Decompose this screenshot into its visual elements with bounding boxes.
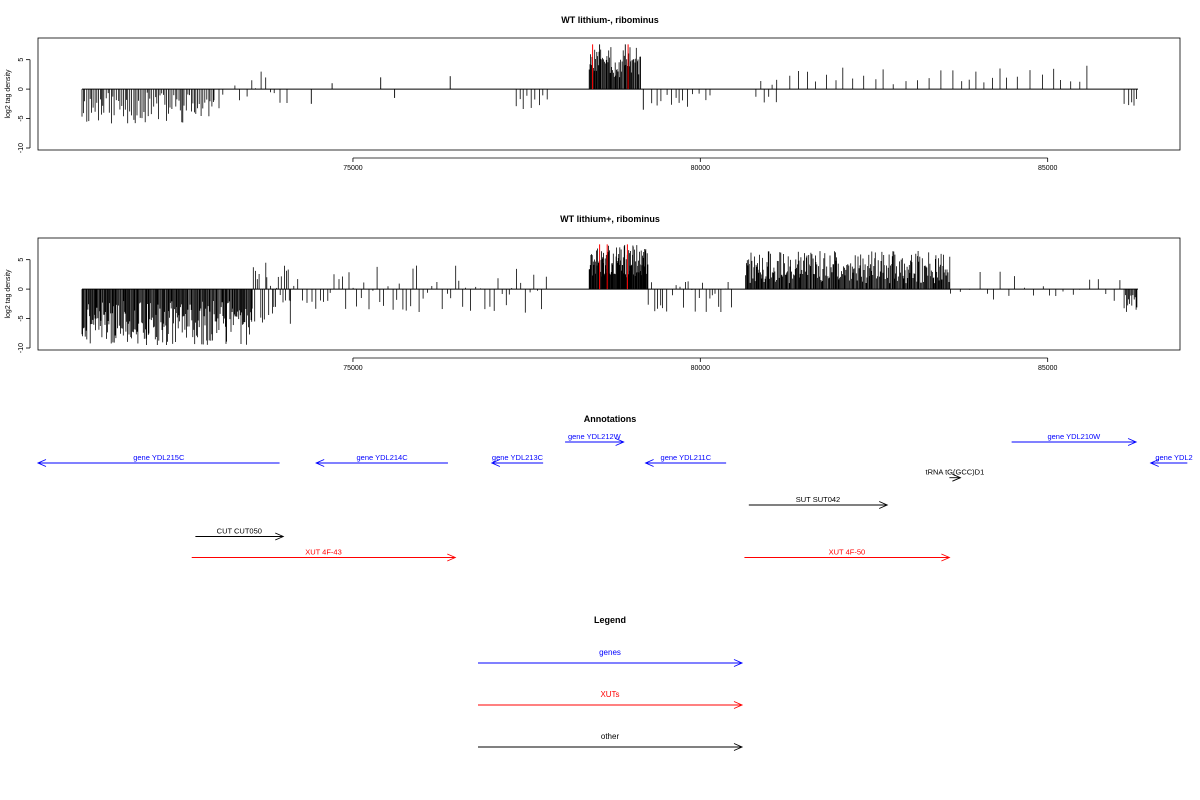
feature-label: SUT SUT042 xyxy=(796,495,840,504)
legend-label: other xyxy=(601,732,620,741)
y-tick-label: 5 xyxy=(18,258,25,262)
feature-label: tRNA tG(GCC)D1 xyxy=(926,468,985,477)
coverage-bars xyxy=(81,244,1138,346)
arrow-head xyxy=(733,659,744,667)
feature-xut: XUT 4F-50 xyxy=(744,548,951,562)
annotations-title: Annotations xyxy=(584,414,637,424)
feature-label: CUT CUT050 xyxy=(217,527,262,536)
feature-other: tRNA tG(GCC)D1 xyxy=(926,468,985,482)
feature-label: gene YDL212W xyxy=(568,432,622,441)
x-tick-label: 75000 xyxy=(343,365,363,372)
y-tick-label: 0 xyxy=(18,87,25,91)
feature-label: XUT 4F-43 xyxy=(305,548,342,557)
arrow-head xyxy=(615,438,625,446)
y-tick-label: -10 xyxy=(18,143,25,153)
legend-label: XUTs xyxy=(600,690,619,699)
arrow-head xyxy=(490,459,501,467)
arrow-head xyxy=(36,459,47,467)
arrow-head xyxy=(878,501,889,509)
y-axis-label: log2 tag density xyxy=(5,69,12,119)
coverage-bars xyxy=(81,44,1137,124)
y-tick-label: 0 xyxy=(18,287,25,291)
y-tick-label: -5 xyxy=(18,315,25,321)
feature-gene: gene YDL214C xyxy=(315,453,448,467)
feature-label: XUT 4F-50 xyxy=(829,548,866,557)
y-tick-label: 5 xyxy=(18,58,25,62)
arrow-head xyxy=(733,743,744,751)
arrow-head xyxy=(275,532,285,541)
feature-other: SUT SUT042 xyxy=(748,495,889,509)
feature-label: gene YDL2 xyxy=(1155,453,1192,462)
feature-gene: gene YDL2 xyxy=(1149,453,1193,467)
x-tick-label: 80000 xyxy=(691,165,711,172)
panel-title: WT lithium+, ribominus xyxy=(560,214,660,224)
arrow-head xyxy=(447,553,457,562)
coverage-panel-lithium-plus: WT lithium+, ribominus log2 tag density … xyxy=(5,214,1181,372)
legend-item-xut: XUTs xyxy=(478,690,744,709)
feature-label: gene YDL210W xyxy=(1047,432,1101,441)
x-tick-label: 80000 xyxy=(691,365,711,372)
x-tick-label: 85000 xyxy=(1038,365,1058,372)
feature-other: CUT CUT050 xyxy=(195,527,285,541)
feature-label: gene YDL214C xyxy=(356,453,408,462)
arrow-head xyxy=(952,473,962,482)
x-tick-label: 75000 xyxy=(343,165,363,172)
x-tick-label: 85000 xyxy=(1038,165,1058,172)
arrow-head xyxy=(941,553,951,562)
arrow-head xyxy=(1149,459,1159,467)
feature-gene: gene YDL213C xyxy=(490,453,544,467)
legend-item-other: other xyxy=(478,732,744,751)
feature-label: gene YDL211C xyxy=(661,453,712,462)
arrow-head xyxy=(1127,438,1138,446)
feature-gene: gene YDL215C xyxy=(36,453,280,467)
legend-item-gene: genes xyxy=(478,648,744,667)
feature-gene: gene YDL212W xyxy=(565,432,625,446)
feature-xut: XUT 4F-43 xyxy=(191,548,457,562)
legend-label: genes xyxy=(599,648,621,657)
annotations-track: Annotations gene YDL215C gene YDL214C gene… xyxy=(36,414,1193,562)
feature-label: gene YDL213C xyxy=(492,453,544,462)
feature-label: gene YDL215C xyxy=(133,453,185,462)
arrow-head xyxy=(733,701,744,709)
feature-gene: gene YDL211C xyxy=(644,453,727,467)
arrow-head xyxy=(644,459,654,467)
y-tick-label: -5 xyxy=(18,115,25,121)
legend-title: Legend xyxy=(594,615,626,625)
arrow-head xyxy=(315,459,325,467)
feature-gene: gene YDL210W xyxy=(1011,432,1138,446)
y-axis-label: log2 tag density xyxy=(5,269,12,319)
y-tick-label: -10 xyxy=(18,343,25,353)
coverage-panel-lithium-minus: WT lithium-, ribominus log2 tag density … xyxy=(5,15,1181,172)
plot-frame xyxy=(37,237,1181,351)
plot-frame xyxy=(37,37,1181,151)
panel-title: WT lithium-, ribominus xyxy=(561,15,659,25)
legend: Legend genes XUTs other xyxy=(478,615,744,751)
